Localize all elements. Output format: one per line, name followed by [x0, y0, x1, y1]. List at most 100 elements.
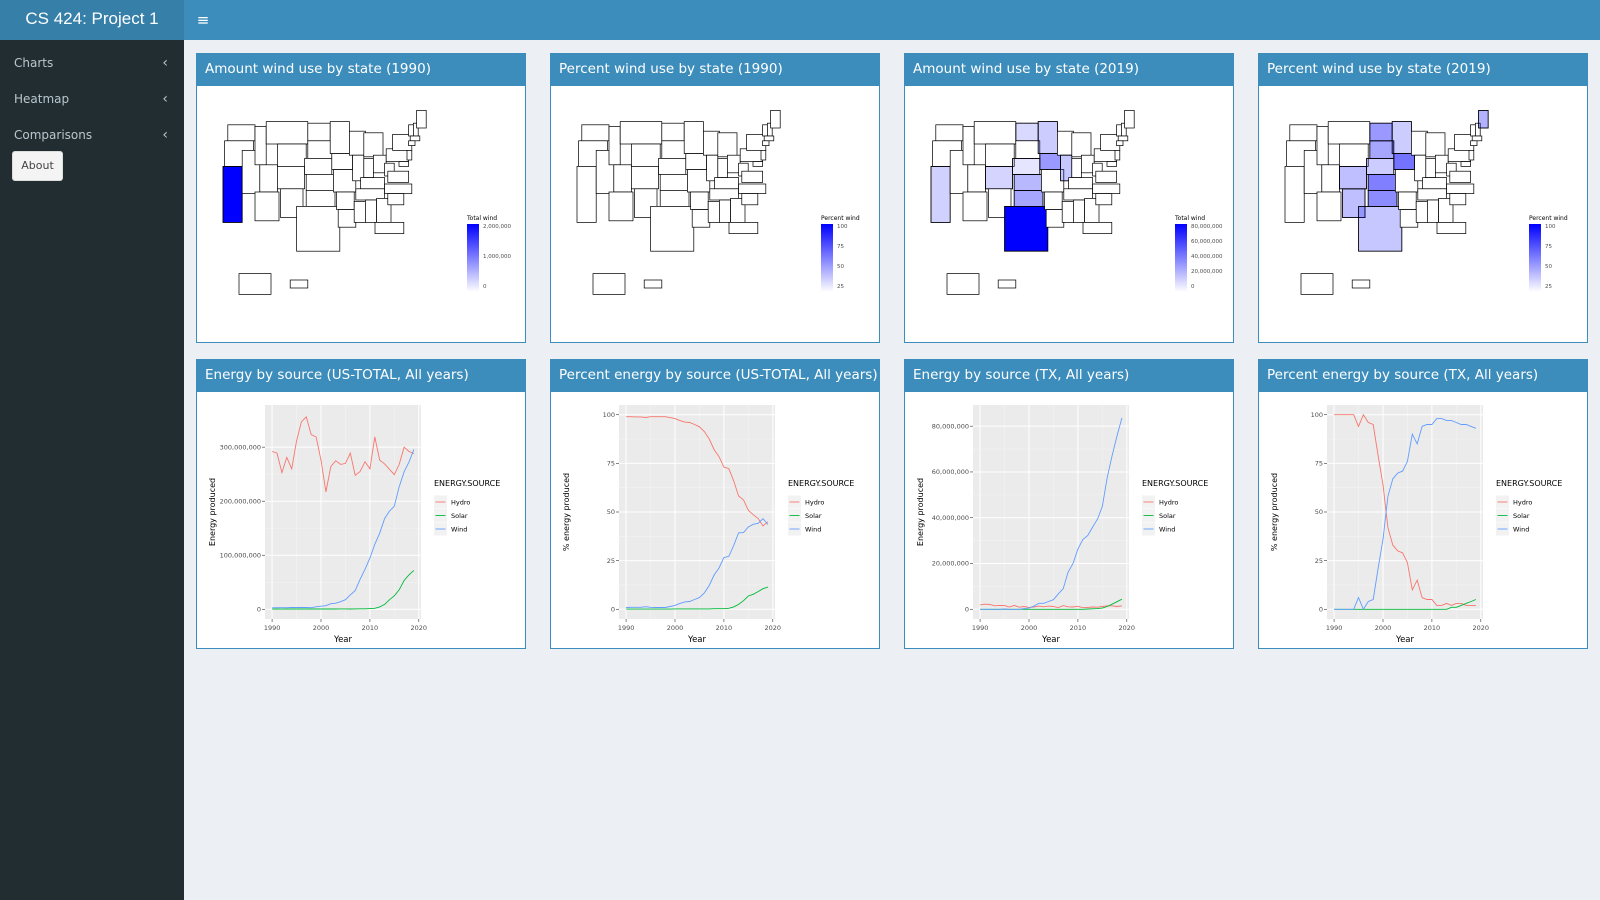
state-ia — [685, 153, 707, 170]
legend-tick-label: 0 — [1191, 284, 1195, 290]
hamburger-icon[interactable]: ≡ — [196, 11, 210, 29]
x-tick-label: 2000 — [1375, 624, 1392, 632]
line-chart: 1990 2000 2010 2020 0 25 50 75 100 Year % energy p… — [1270, 405, 1562, 645]
series-line-solar — [626, 586, 769, 610]
legend-label: Solar — [1159, 512, 1176, 520]
line-chart: 1990 2000 2010 2020 0 25 50 75 100 Year % energy p… — [562, 405, 854, 645]
state-ct — [408, 140, 416, 146]
legend-title: ENERGY.SOURCE — [788, 479, 854, 488]
sidebar-item-heatmap[interactable]: Heatmap ‹ — [0, 81, 184, 117]
series-line-hydro — [271, 416, 415, 493]
state-nj — [1468, 150, 1475, 161]
state-outline — [930, 166, 951, 223]
state-la — [691, 209, 711, 228]
series-line-wind — [1334, 418, 1477, 611]
state-az — [962, 191, 988, 222]
state-sd — [661, 140, 687, 159]
legend-label: Solar — [451, 512, 468, 520]
state-in — [363, 158, 374, 178]
state-ms — [1061, 201, 1074, 223]
line-chart: 1990 2000 2010 2020 0 100,000,000 200,000,000 3… — [208, 405, 500, 645]
state-wy — [985, 143, 1015, 167]
state-me — [416, 110, 427, 129]
state-id — [962, 126, 975, 166]
about-button[interactable]: About — [12, 151, 63, 181]
legend-tick-label: 75 — [837, 244, 844, 250]
state-hi — [289, 279, 309, 289]
x-tick-label: 1990 — [1326, 624, 1343, 632]
state-il — [1414, 154, 1427, 182]
y-tick-label: 100,000,000 — [220, 551, 261, 559]
state-wy — [1339, 143, 1369, 167]
state-nj — [406, 150, 413, 161]
state-vt — [408, 124, 414, 137]
state-ne — [658, 158, 687, 175]
state-nc — [738, 183, 767, 194]
sidebar: CS 424: Project 1 Charts ‹ Heatmap ‹ Com… — [0, 0, 184, 900]
x-axis-label: Year — [687, 635, 707, 645]
x-tick-label: 2010 — [362, 624, 379, 632]
state-sd — [1015, 140, 1041, 159]
state-ak — [946, 273, 980, 295]
state-ut — [259, 164, 278, 193]
state-ct — [762, 140, 770, 146]
x-tick-label: 2020 — [1119, 624, 1136, 632]
app-title[interactable]: CS 424: Project 1 — [0, 0, 184, 40]
state-mt — [973, 121, 1017, 145]
top-navbar: ≡ — [184, 0, 1600, 40]
state-ar — [336, 191, 355, 210]
legend-colorbar — [1175, 224, 1187, 292]
state-ar — [1398, 191, 1417, 210]
chart-box: Energy by source (US-TOTAL, All years) 1… — [196, 359, 526, 649]
state-ut — [613, 164, 632, 193]
sidebar-item-label: Heatmap — [14, 92, 70, 106]
state-outline — [1342, 188, 1366, 218]
state-group — [222, 110, 427, 295]
legend-tick-label: 25 — [1545, 284, 1552, 290]
state-al — [1073, 199, 1085, 223]
legend-title: ENERGY.SOURCE — [1496, 479, 1562, 488]
state-mi — [1425, 132, 1446, 158]
state-fl — [1082, 222, 1113, 234]
map-box: Amount wind use by state (2019) Total wi… — [904, 53, 1234, 343]
legend-tick-label: 100 — [1545, 224, 1556, 230]
state-me — [1478, 110, 1489, 129]
state-in — [717, 158, 728, 178]
state-ut — [967, 164, 986, 193]
state-ma — [1471, 135, 1483, 142]
state-tx — [1004, 206, 1049, 252]
state-me — [770, 110, 781, 129]
state-outline — [1358, 206, 1403, 252]
legend-title: Total wind — [466, 215, 497, 222]
box-title: Energy by source (US-TOTAL, All years) — [197, 360, 525, 392]
us-map: Total wind 80,000,000 60,000,000 40,000,000… — [930, 110, 1223, 295]
state-ks — [305, 174, 334, 191]
state-ut — [1321, 164, 1340, 193]
y-axis-label: Energy produced — [916, 478, 925, 546]
state-ar — [690, 191, 709, 210]
legend-label: Wind — [805, 525, 821, 533]
state-ct — [1470, 140, 1478, 146]
state-ms — [1415, 201, 1428, 223]
state-tx — [650, 206, 695, 252]
box-title: Percent wind use by state (2019) — [1259, 54, 1587, 86]
series-line-wind — [980, 417, 1123, 610]
legend-tick-label: 0 — [483, 284, 487, 290]
x-tick-label: 2010 — [716, 624, 733, 632]
legend-tick-label: 2,000,000 — [483, 224, 511, 230]
map-container: Total wind 80,000,000 60,000,000 40,000,000… — [905, 86, 1233, 342]
chart-container: 1990 2000 2010 2020 0 20,000,000 40,000,000 60,… — [905, 392, 1233, 648]
state-wa — [581, 124, 610, 142]
map-container: Percent wind 100 75 50 25 — [1259, 86, 1587, 342]
series-line-wind — [272, 449, 415, 609]
state-va — [741, 170, 763, 183]
sidebar-item-comparisons[interactable]: Comparisons ‹ — [0, 117, 184, 153]
state-ca — [222, 166, 243, 223]
x-tick-label: 2010 — [1424, 624, 1441, 632]
state-vt — [762, 124, 768, 137]
sidebar-item-charts[interactable]: Charts ‹ — [0, 45, 184, 81]
state-sd — [1369, 140, 1395, 159]
state-outline — [1004, 206, 1049, 252]
state-me — [1124, 110, 1135, 129]
state-outline — [222, 166, 243, 223]
